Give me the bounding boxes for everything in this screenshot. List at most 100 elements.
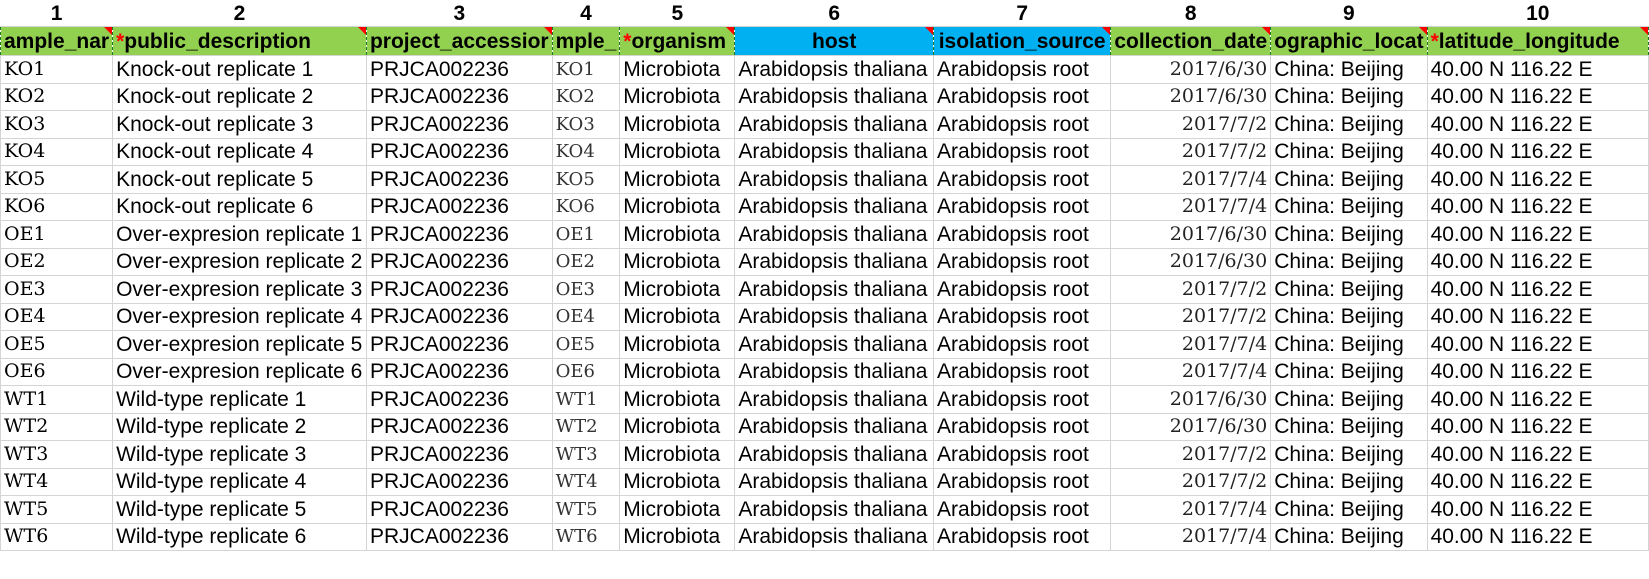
header-latitude-longitude[interactable]: *latitude_longitude (1426, 26, 1649, 56)
column-number-8[interactable]: 8 (1110, 0, 1271, 27)
cell-latitude-longitude[interactable]: 40.00 N 116.22 E (1426, 467, 1649, 496)
cell-geographic-location[interactable]: China: Beijing (1270, 110, 1428, 139)
cell-organism[interactable]: Microbiota (619, 357, 736, 386)
cell-isolation-source[interactable]: Arabidopsis root (933, 55, 1112, 84)
cell-description[interactable]: Knock-out replicate 6 (112, 192, 367, 221)
cell-sample-title[interactable]: WT3 (551, 440, 621, 469)
cell-description[interactable]: Over-expresion replicate 6 (112, 357, 367, 386)
cell-sample-title[interactable]: OE5 (551, 330, 621, 359)
cell-isolation-source[interactable]: Arabidopsis root (933, 440, 1112, 469)
cell-description[interactable]: Knock-out replicate 4 (112, 137, 367, 166)
cell-project-accession[interactable]: PRJCA002236 (365, 357, 553, 386)
cell-project-accession[interactable]: PRJCA002236 (365, 137, 553, 166)
cell-sample-name[interactable]: WT6 (0, 522, 114, 551)
cell-latitude-longitude[interactable]: 40.00 N 116.22 E (1426, 192, 1649, 221)
cell-sample-name[interactable]: OE4 (0, 302, 114, 331)
cell-sample-name[interactable]: WT4 (0, 467, 114, 496)
cell-collection-date[interactable]: 2017/7/4 (1110, 522, 1272, 551)
cell-organism[interactable]: Microbiota (619, 192, 736, 221)
cell-host[interactable]: Arabidopsis thaliana (734, 412, 935, 441)
cell-sample-title[interactable]: KO1 (551, 55, 621, 84)
cell-collection-date[interactable]: 2017/7/2 (1110, 275, 1272, 304)
cell-collection-date[interactable]: 2017/7/4 (1110, 192, 1272, 221)
cell-project-accession[interactable]: PRJCA002236 (365, 247, 553, 276)
cell-host[interactable]: Arabidopsis thaliana (734, 495, 935, 524)
cell-project-accession[interactable]: PRJCA002236 (365, 467, 553, 496)
cell-latitude-longitude[interactable]: 40.00 N 116.22 E (1426, 357, 1649, 386)
cell-project-accession[interactable]: PRJCA002236 (365, 165, 553, 194)
cell-sample-name[interactable]: OE1 (0, 220, 114, 249)
cell-sample-name[interactable]: KO4 (0, 137, 114, 166)
cell-geographic-location[interactable]: China: Beijing (1270, 165, 1428, 194)
cell-organism[interactable]: Microbiota (619, 220, 736, 249)
cell-latitude-longitude[interactable]: 40.00 N 116.22 E (1426, 302, 1649, 331)
cell-collection-date[interactable]: 2017/7/2 (1110, 467, 1272, 496)
cell-project-accession[interactable]: PRJCA002236 (365, 330, 553, 359)
cell-latitude-longitude[interactable]: 40.00 N 116.22 E (1426, 165, 1649, 194)
cell-description[interactable]: Over-expresion replicate 1 (112, 220, 367, 249)
column-number-2[interactable]: 2 (112, 0, 367, 27)
cell-sample-title[interactable]: WT5 (551, 495, 621, 524)
cell-latitude-longitude[interactable]: 40.00 N 116.22 E (1426, 220, 1649, 249)
column-number-7[interactable]: 7 (933, 0, 1111, 27)
cell-latitude-longitude[interactable]: 40.00 N 116.22 E (1426, 440, 1649, 469)
cell-sample-name[interactable]: WT2 (0, 412, 114, 441)
cell-sample-title[interactable]: KO3 (551, 110, 621, 139)
cell-description[interactable]: Knock-out replicate 5 (112, 165, 367, 194)
cell-geographic-location[interactable]: China: Beijing (1270, 247, 1428, 276)
comment-indicator-icon[interactable] (104, 27, 112, 35)
cell-collection-date[interactable]: 2017/7/2 (1110, 137, 1272, 166)
cell-geographic-location[interactable]: China: Beijing (1270, 385, 1428, 414)
cell-sample-name[interactable]: WT5 (0, 495, 114, 524)
cell-collection-date[interactable]: 2017/7/2 (1110, 110, 1272, 139)
cell-sample-title[interactable]: KO2 (551, 82, 621, 111)
comment-indicator-icon[interactable] (1262, 27, 1270, 35)
cell-geographic-location[interactable]: China: Beijing (1270, 192, 1428, 221)
cell-organism[interactable]: Microbiota (619, 330, 736, 359)
cell-collection-date[interactable]: 2017/6/30 (1110, 385, 1272, 414)
cell-latitude-longitude[interactable]: 40.00 N 116.22 E (1426, 247, 1649, 276)
cell-latitude-longitude[interactable]: 40.00 N 116.22 E (1426, 137, 1649, 166)
cell-organism[interactable]: Microbiota (619, 495, 736, 524)
cell-sample-title[interactable]: OE3 (551, 275, 621, 304)
cell-sample-title[interactable]: OE2 (551, 247, 621, 276)
cell-latitude-longitude[interactable]: 40.00 N 116.22 E (1426, 495, 1649, 524)
cell-isolation-source[interactable]: Arabidopsis root (933, 412, 1112, 441)
cell-organism[interactable]: Microbiota (619, 302, 736, 331)
cell-organism[interactable]: Microbiota (619, 137, 736, 166)
cell-host[interactable]: Arabidopsis thaliana (734, 82, 935, 111)
cell-sample-title[interactable]: WT2 (551, 412, 621, 441)
cell-collection-date[interactable]: 2017/6/30 (1110, 55, 1272, 84)
cell-sample-name[interactable]: WT3 (0, 440, 114, 469)
cell-latitude-longitude[interactable]: 40.00 N 116.22 E (1426, 110, 1649, 139)
cell-project-accession[interactable]: PRJCA002236 (365, 82, 553, 111)
cell-latitude-longitude[interactable]: 40.00 N 116.22 E (1426, 412, 1649, 441)
cell-geographic-location[interactable]: China: Beijing (1270, 522, 1428, 551)
cell-geographic-location[interactable]: China: Beijing (1270, 357, 1428, 386)
column-number-5[interactable]: 5 (619, 0, 735, 27)
cell-organism[interactable]: Microbiota (619, 467, 736, 496)
cell-sample-title[interactable]: OE1 (551, 220, 621, 249)
cell-description[interactable]: Knock-out replicate 1 (112, 55, 367, 84)
cell-isolation-source[interactable]: Arabidopsis root (933, 357, 1112, 386)
cell-geographic-location[interactable]: China: Beijing (1270, 412, 1428, 441)
cell-collection-date[interactable]: 2017/7/4 (1110, 357, 1272, 386)
cell-sample-title[interactable]: KO6 (551, 192, 621, 221)
cell-host[interactable]: Arabidopsis thaliana (734, 55, 935, 84)
comment-indicator-icon[interactable] (357, 27, 366, 35)
cell-sample-name[interactable]: OE6 (0, 357, 114, 386)
cell-geographic-location[interactable]: China: Beijing (1270, 495, 1428, 524)
cell-description[interactable]: Wild-type replicate 2 (112, 412, 367, 441)
cell-isolation-source[interactable]: Arabidopsis root (933, 137, 1112, 166)
cell-host[interactable]: Arabidopsis thaliana (734, 247, 935, 276)
cell-description[interactable]: Wild-type replicate 5 (112, 495, 367, 524)
header-sample-name[interactable]: ample_nar (0, 26, 114, 56)
cell-isolation-source[interactable]: Arabidopsis root (933, 495, 1112, 524)
cell-host[interactable]: Arabidopsis thaliana (734, 192, 935, 221)
cell-sample-name[interactable]: KO2 (0, 82, 114, 111)
cell-project-accession[interactable]: PRJCA002236 (365, 192, 553, 221)
cell-latitude-longitude[interactable]: 40.00 N 116.22 E (1426, 55, 1649, 84)
cell-host[interactable]: Arabidopsis thaliana (734, 440, 935, 469)
cell-sample-name[interactable]: OE5 (0, 330, 114, 359)
cell-project-accession[interactable]: PRJCA002236 (365, 495, 553, 524)
